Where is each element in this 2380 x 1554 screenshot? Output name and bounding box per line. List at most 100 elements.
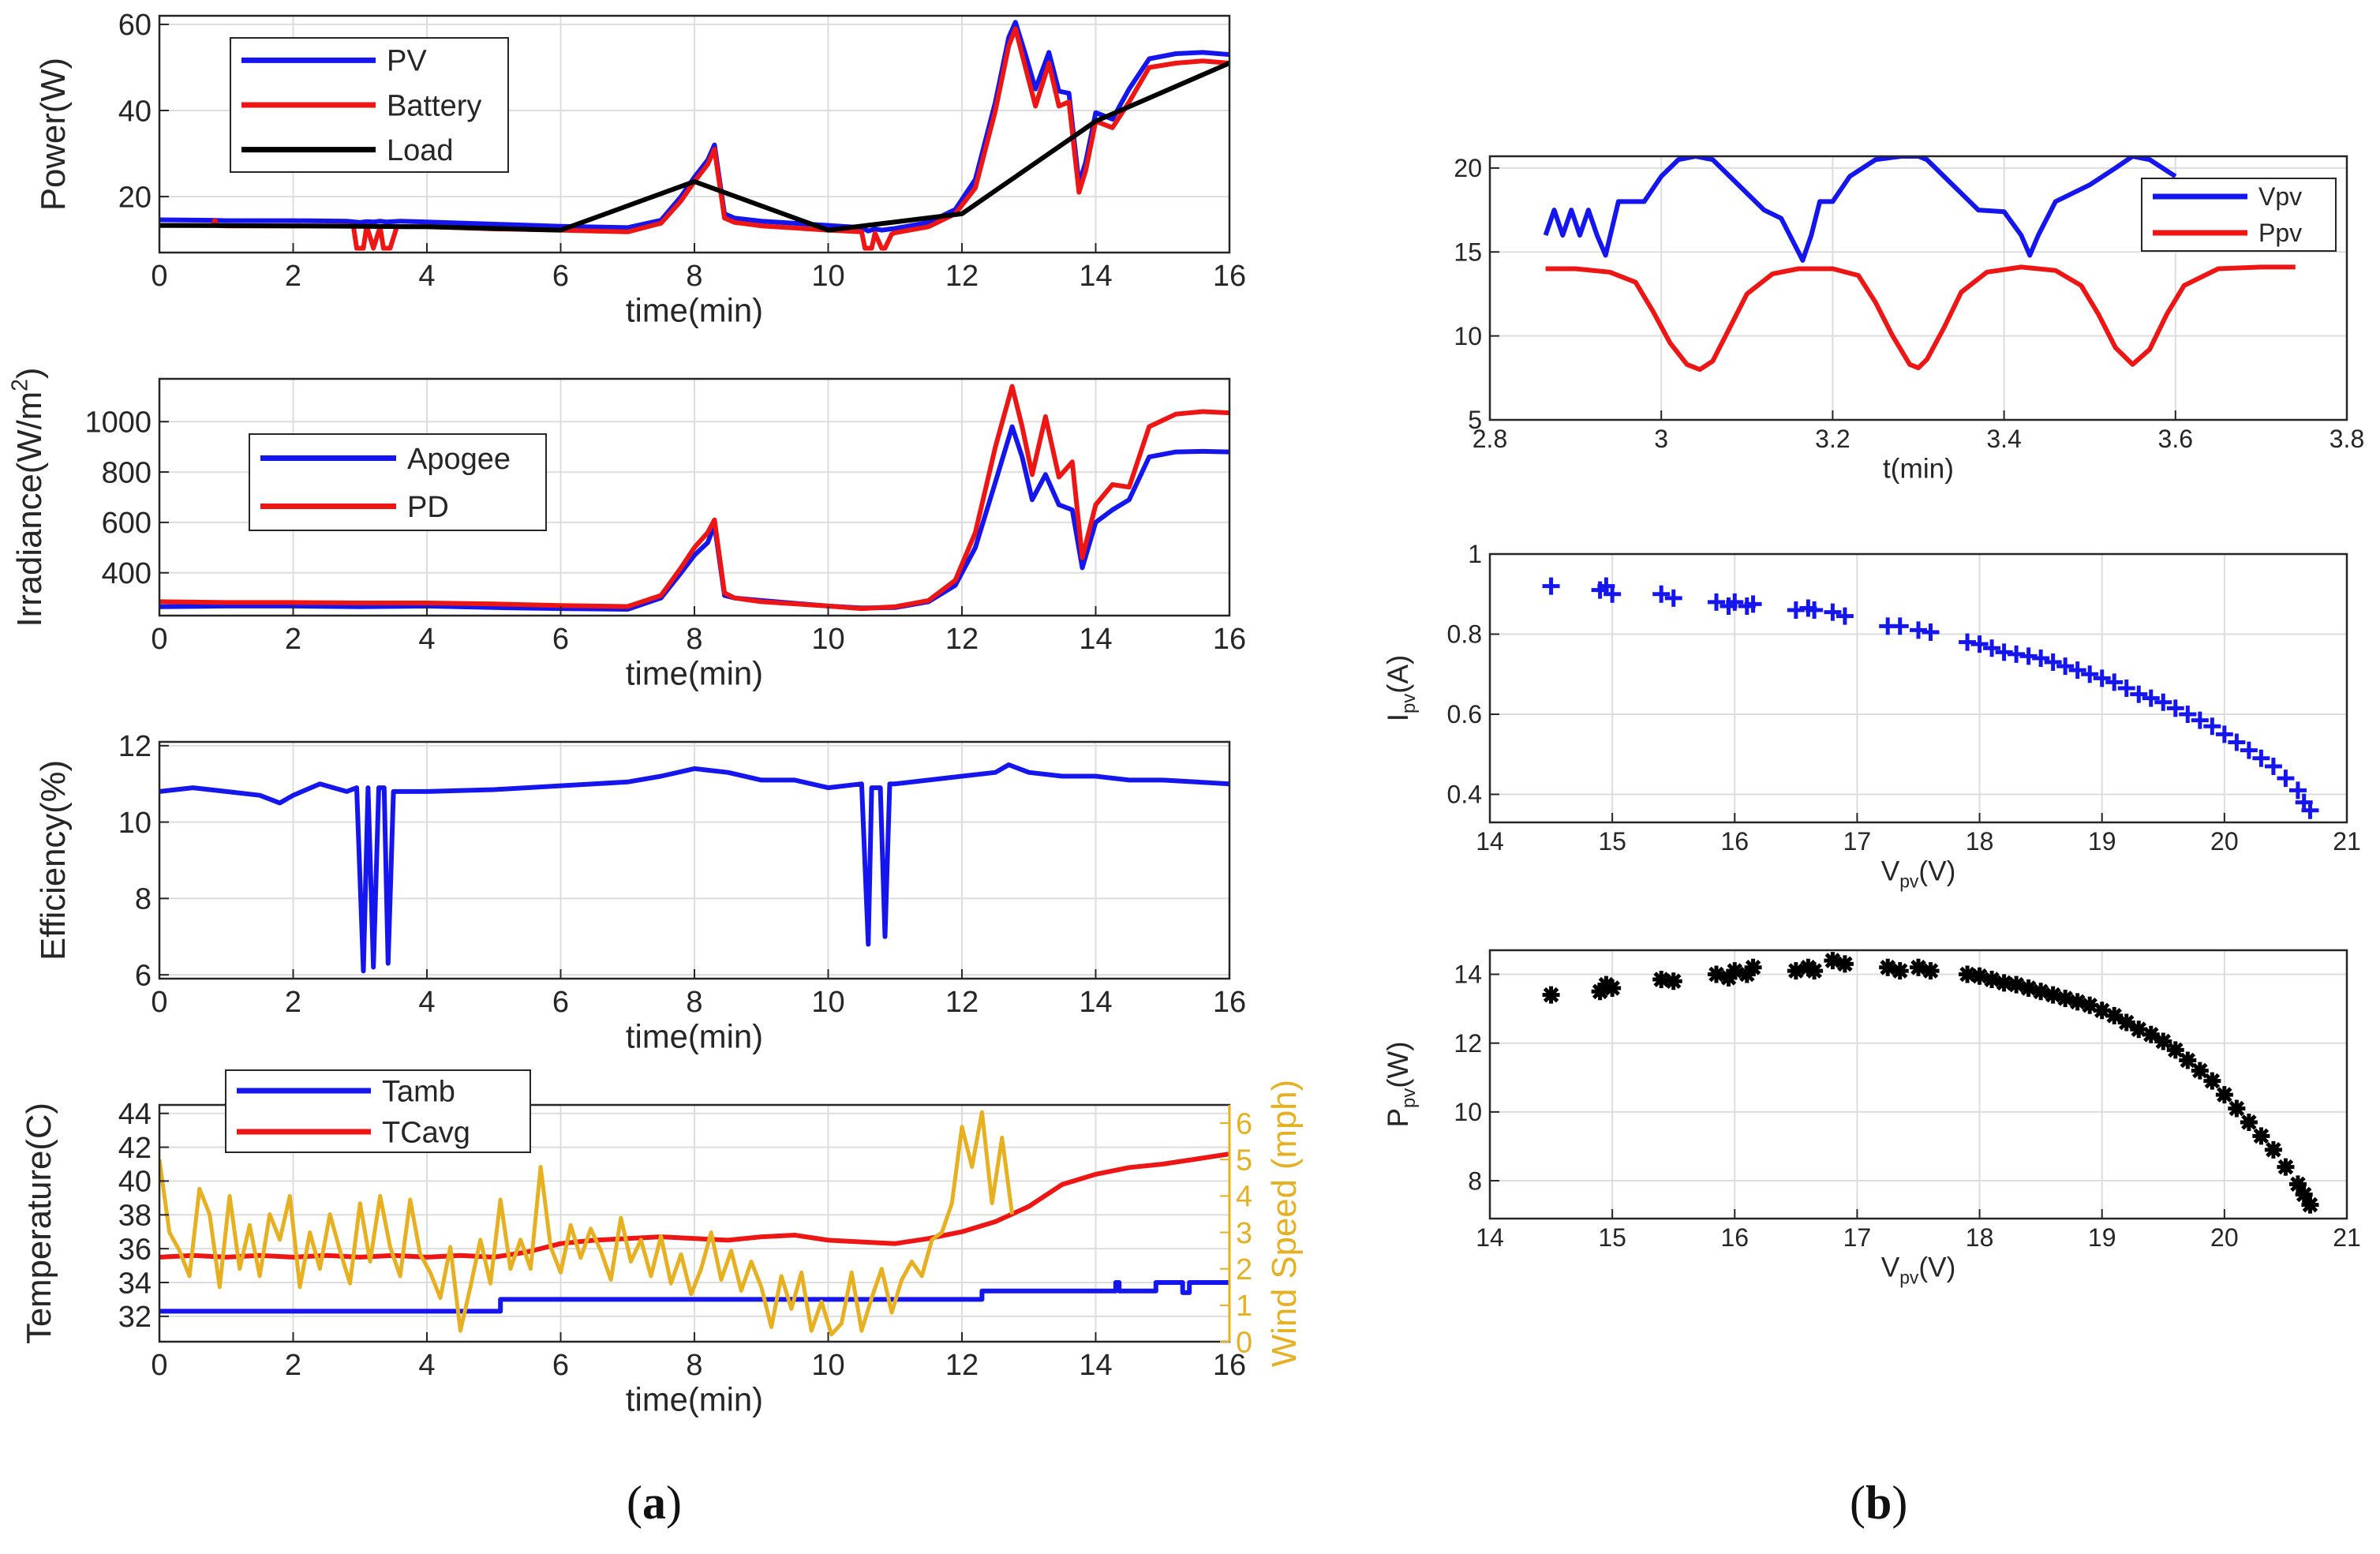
ipv-point	[2215, 725, 2233, 743]
legend-label: PV	[387, 45, 427, 78]
x-tick-label: 6	[552, 260, 569, 293]
x-tick-label: 14	[1476, 1223, 1504, 1252]
ipv-point	[2228, 733, 2246, 751]
x-tick-label: 20	[2210, 827, 2239, 856]
x-tick-label: 4	[418, 1349, 435, 1382]
panel-label-a: (a)	[627, 1477, 682, 1529]
power-chart: 0 2 4 6 8 10 12 14 16 20 40 60 time(min) Power(W) PV Ba…	[34, 9, 1246, 328]
x-axis-label: time(min)	[626, 1017, 763, 1054]
ppv-point	[1726, 962, 1744, 980]
y-axis-label: Power(W)	[34, 58, 73, 211]
pd-series-line	[159, 384, 1229, 612]
x-tick-label: 4	[418, 623, 435, 656]
y-tick-label: 1000	[84, 406, 152, 440]
ipv-point	[1708, 593, 1726, 611]
ipv-point	[2068, 661, 2086, 680]
y-tick-label: 0.6	[1447, 700, 1482, 728]
tamb-series-line	[159, 1280, 1229, 1314]
ipv-point	[2288, 781, 2307, 799]
y-tick-label: 0.4	[1447, 781, 1482, 809]
x-tick-label: 12	[945, 260, 979, 293]
ipv-point	[1891, 617, 1909, 635]
ipv-point	[2019, 647, 2038, 665]
ipv-point	[1959, 633, 1977, 651]
ppv-point	[2068, 993, 2086, 1011]
y-tick-label: 42	[118, 1132, 152, 1165]
pv-curve-chart: 14 15 16 17 18 19 20 21 8 10 12 14 Vpv(V) Ppv(W)	[1382, 949, 2361, 1287]
ppv-point	[1604, 979, 1622, 997]
ipv-point	[1824, 603, 1842, 621]
x-tick-label: 10	[811, 986, 844, 1019]
panel-letter-a: a	[642, 1477, 666, 1529]
y-tick-label: 36	[118, 1233, 152, 1266]
y-axis-label: Efficiency(%)	[34, 760, 73, 960]
ppv-point	[2228, 1099, 2246, 1118]
ipv-point	[1983, 639, 2001, 657]
x-axis-label: time(min)	[626, 1380, 763, 1417]
ipv-point	[1922, 623, 1940, 641]
ppv-point	[2093, 1002, 2111, 1020]
ppv-point	[1959, 965, 1977, 983]
x-tick-label: 3.6	[2158, 425, 2193, 453]
x-tick-label: 6	[552, 1349, 569, 1382]
legend-label: Battery	[387, 89, 481, 122]
y-tick-label: 10	[1454, 322, 1482, 350]
right-y-tick-label: 2	[1236, 1253, 1252, 1286]
ipv-point	[1604, 585, 1622, 603]
x-tick-label: 12	[945, 986, 979, 1019]
y-axis-label: Ipv(A)	[1382, 655, 1420, 722]
x-tick-label: 17	[1843, 827, 1872, 856]
y-tick-label: 44	[118, 1098, 152, 1131]
ppv-point	[1738, 965, 1756, 983]
ppv-point	[1591, 983, 1609, 1001]
vpv-ppv-chart: 2.8 3 3.2 3.4 3.6 3.8 5 10 15 20 t(min) Vpv Ppv	[1454, 154, 2364, 485]
panel-letter-b: b	[1865, 1477, 1892, 1529]
x-tick-label: 16	[1213, 986, 1246, 1019]
y-tick-label: 60	[118, 9, 152, 42]
x-tick-label: 14	[1079, 986, 1112, 1019]
legend-label: Ppv	[2258, 219, 2302, 247]
y-tick-label: 40	[118, 95, 152, 128]
ipv-point	[1995, 643, 2013, 661]
x-tick-label: 19	[2088, 827, 2116, 856]
x-tick-label: 12	[945, 1349, 979, 1382]
legend-label: TCavg	[382, 1116, 470, 1149]
ppv-point	[1652, 971, 1671, 989]
y-axis-label: Temperature(C)	[20, 1103, 58, 1344]
legend-box	[2141, 178, 2337, 252]
ipv-point	[1744, 595, 1762, 613]
ppv-series-line	[1545, 264, 2296, 373]
ppv-point	[2277, 1158, 2295, 1176]
y-tick-label: 20	[1454, 154, 1482, 182]
x-tick-label: 2	[285, 1349, 301, 1382]
ipv-point	[2264, 757, 2282, 775]
x-tick-label: 4	[418, 986, 435, 1019]
y-tick-label: 5	[1468, 406, 1482, 434]
x-tick-label: 3.2	[1815, 425, 1850, 453]
right-y-tick-label: 6	[1236, 1107, 1252, 1140]
load-series-line	[159, 61, 1229, 233]
x-tick-label: 2	[285, 986, 301, 1019]
ppv-point	[2081, 996, 2099, 1014]
x-tick-label: 0	[151, 623, 167, 656]
legend-label: Vpv	[2258, 182, 2302, 211]
ppv-point	[2203, 1072, 2221, 1090]
x-tick-label: 3.4	[1986, 425, 2021, 453]
efficiency-chart: 0 2 4 6 8 10 12 14 16 6 8 10 12 time(min) Efficiency(%…	[34, 730, 1246, 1054]
ppv-point	[1995, 974, 2013, 992]
y-tick-label: 20	[118, 181, 152, 214]
ipv-point	[2032, 649, 2050, 667]
legend-box	[249, 433, 547, 531]
x-tick-label: 21	[2333, 827, 2361, 856]
y-tick-label: 1	[1468, 540, 1482, 568]
x-tick-label: 8	[686, 260, 702, 293]
ppv-point	[1970, 967, 1989, 985]
ppv-point	[2008, 975, 2026, 994]
ipv-point	[2008, 645, 2026, 663]
x-tick-label: 2	[285, 260, 301, 293]
ppv-point	[2130, 1020, 2148, 1039]
y-tick-label: 6	[135, 959, 152, 992]
y-tick-label: 32	[118, 1301, 152, 1334]
x-tick-label: 8	[686, 1349, 702, 1382]
